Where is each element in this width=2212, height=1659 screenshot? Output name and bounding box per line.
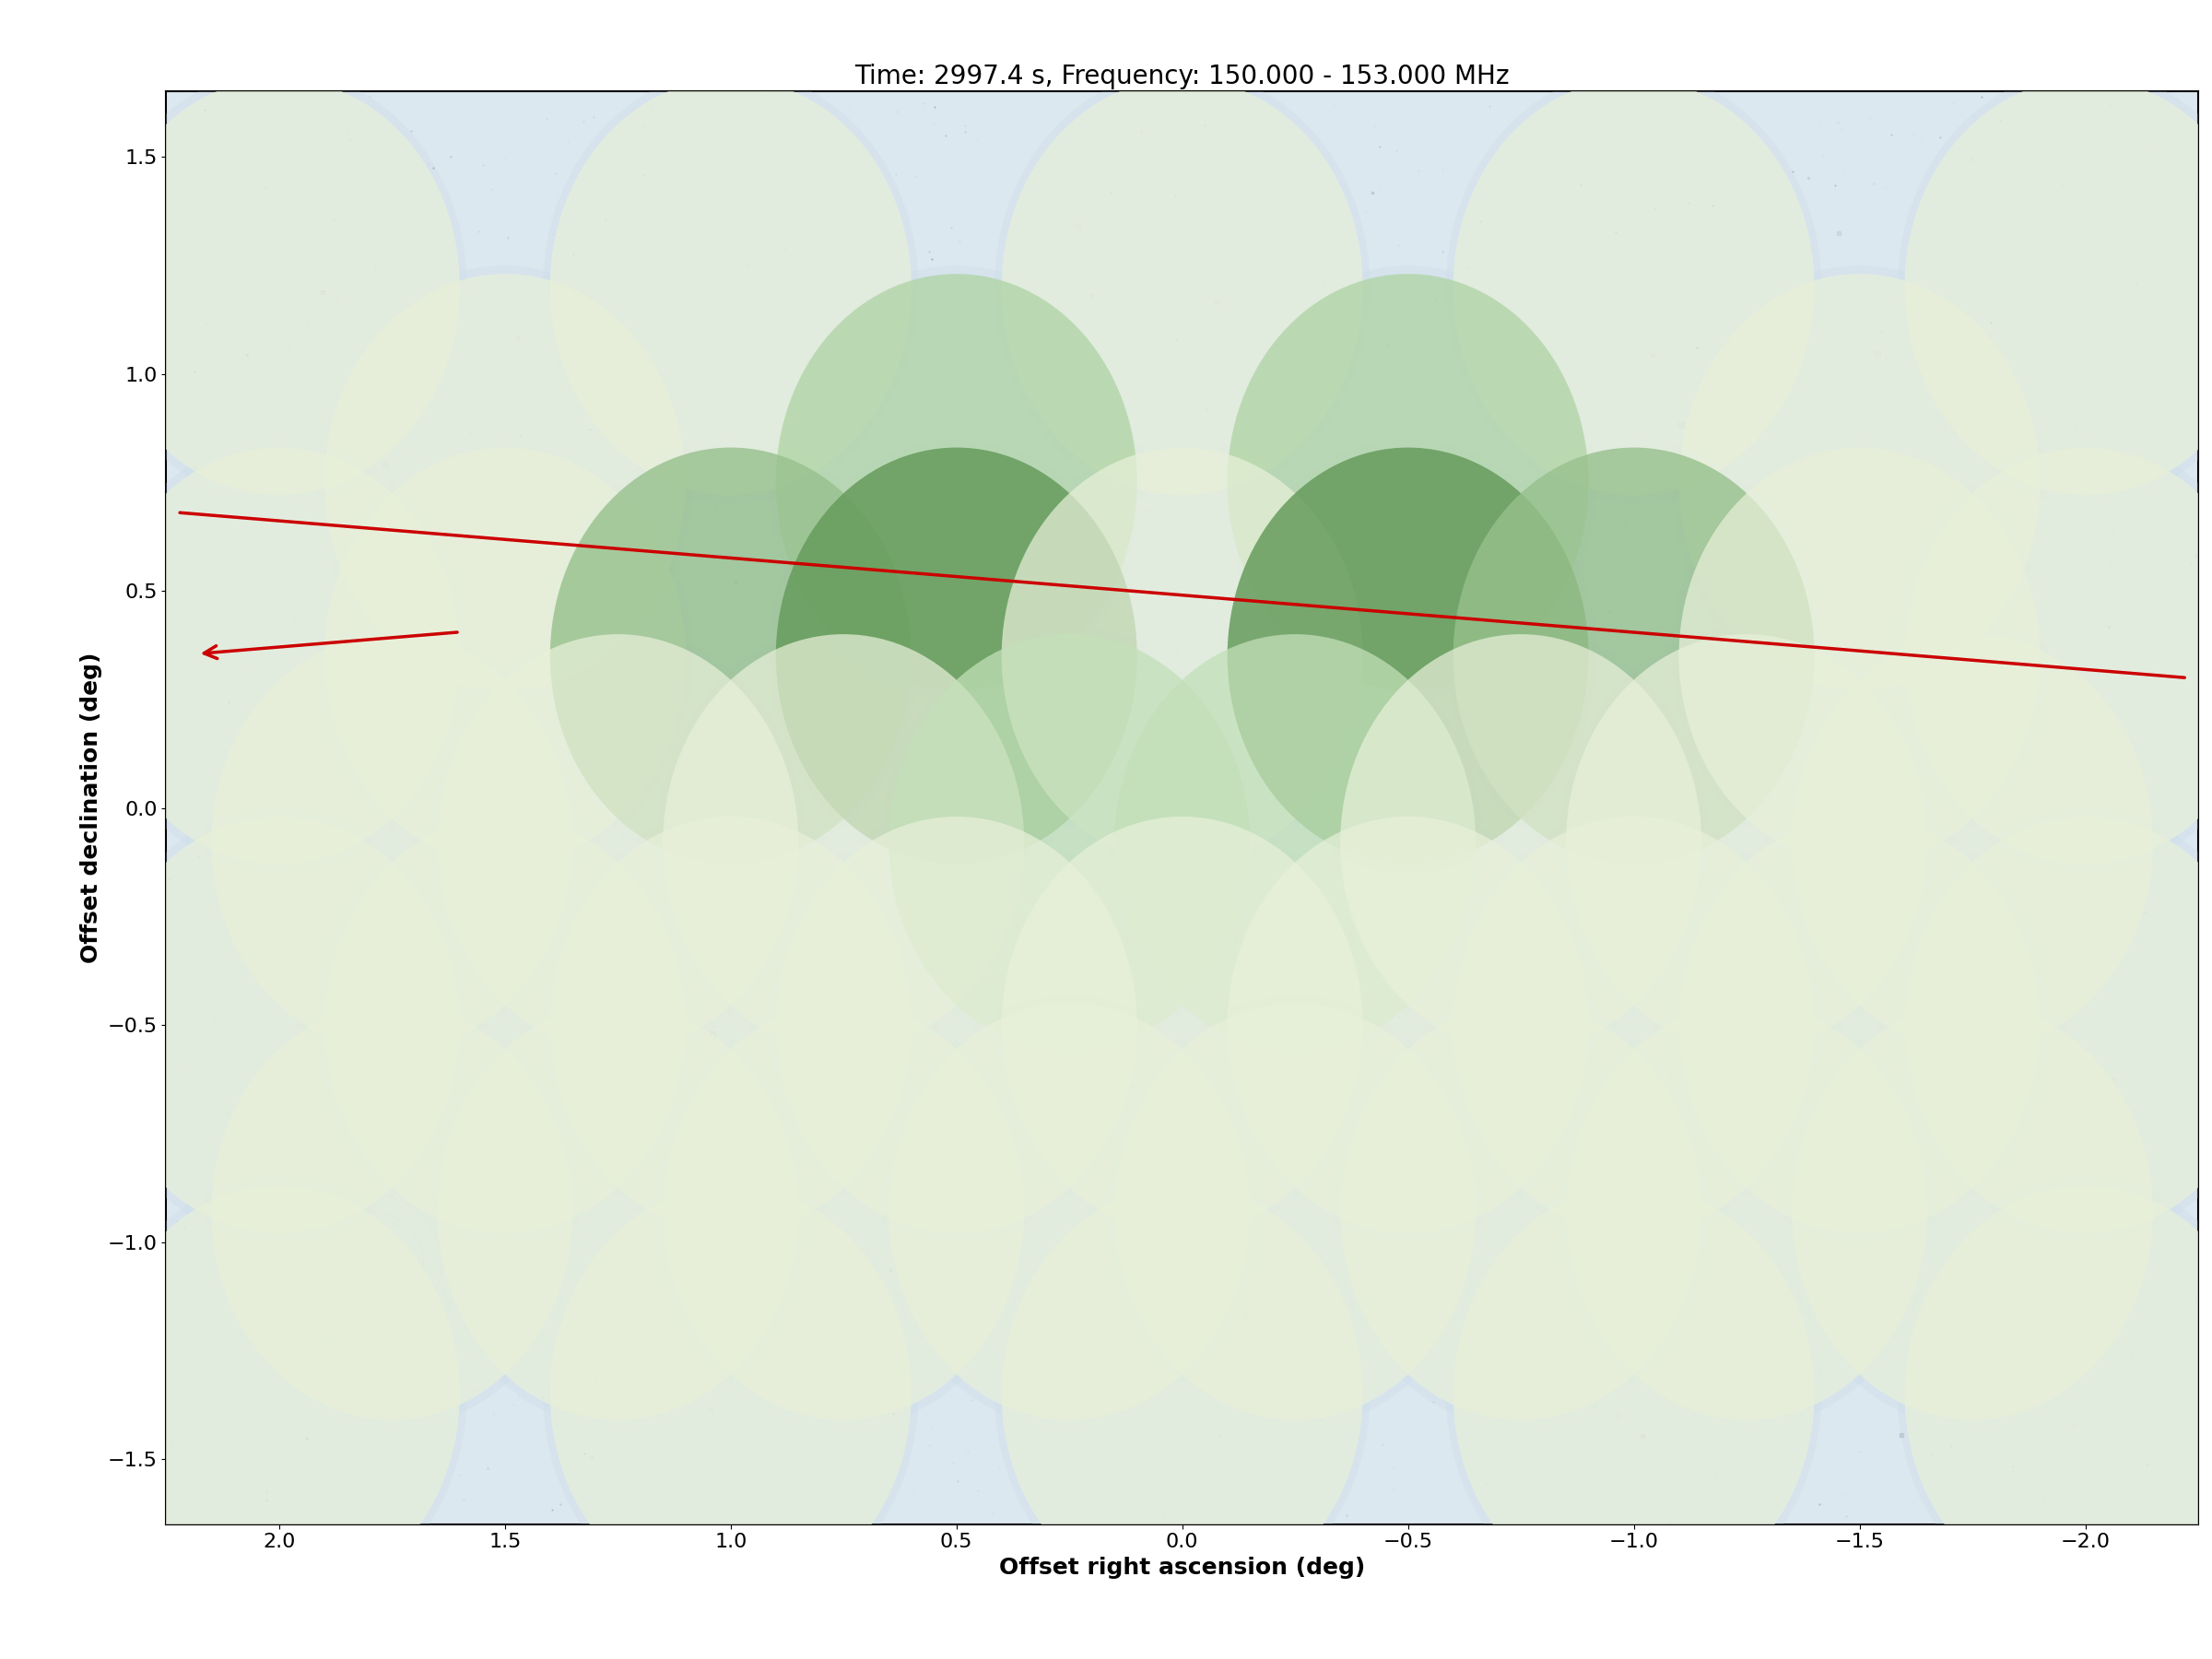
Ellipse shape [1679,816,2039,1233]
Ellipse shape [1108,625,1482,1060]
Ellipse shape [1340,1004,1701,1420]
Ellipse shape [100,78,460,496]
Ellipse shape [1447,1178,1823,1611]
Title: Time: 2997.4 s, Frequency: 150.000 - 153.000 MHz: Time: 2997.4 s, Frequency: 150.000 - 153… [854,63,1511,90]
X-axis label: Offset right ascension (deg): Offset right ascension (deg) [1000,1556,1365,1579]
Ellipse shape [1447,440,1823,873]
Ellipse shape [776,448,1137,864]
Ellipse shape [995,1178,1369,1611]
Ellipse shape [1559,625,1936,1060]
Ellipse shape [91,70,467,504]
Ellipse shape [655,995,1031,1428]
Ellipse shape [551,78,911,496]
Ellipse shape [1679,274,2039,690]
Ellipse shape [429,625,805,1060]
Ellipse shape [204,625,580,1060]
Ellipse shape [768,265,1144,698]
Ellipse shape [1905,816,2212,1233]
Ellipse shape [91,1178,467,1611]
Ellipse shape [1898,1178,2212,1611]
Ellipse shape [768,440,1144,873]
Ellipse shape [1115,1004,1475,1420]
Ellipse shape [91,440,467,873]
Ellipse shape [1453,1186,1814,1603]
Ellipse shape [204,995,580,1428]
Ellipse shape [1002,1186,1363,1603]
Ellipse shape [1453,448,1814,864]
Ellipse shape [1228,816,1588,1233]
Ellipse shape [768,808,1144,1241]
Ellipse shape [1228,274,1588,690]
Ellipse shape [1002,448,1363,864]
Ellipse shape [1672,265,2048,698]
Ellipse shape [1785,625,2161,1060]
Ellipse shape [212,634,573,1052]
Ellipse shape [1447,808,1823,1241]
Ellipse shape [1453,816,1814,1233]
Ellipse shape [1334,995,1708,1428]
Ellipse shape [1115,634,1475,1052]
Ellipse shape [551,448,911,864]
Ellipse shape [1792,634,2152,1052]
Ellipse shape [316,440,692,873]
Ellipse shape [100,1186,460,1603]
Ellipse shape [664,634,1024,1052]
Ellipse shape [1672,440,2048,873]
Ellipse shape [1905,1186,2212,1603]
Ellipse shape [1559,995,1936,1428]
Ellipse shape [100,448,460,864]
Ellipse shape [1566,1004,1927,1420]
Ellipse shape [883,995,1256,1428]
Ellipse shape [325,816,686,1233]
Ellipse shape [1221,265,1595,698]
Ellipse shape [1898,70,2212,504]
Ellipse shape [100,816,460,1233]
Ellipse shape [542,1178,918,1611]
Ellipse shape [551,816,911,1233]
Ellipse shape [542,808,918,1241]
Ellipse shape [325,274,686,690]
Ellipse shape [316,265,692,698]
Ellipse shape [1792,1004,2152,1420]
Ellipse shape [889,1004,1250,1420]
Ellipse shape [325,448,686,864]
Ellipse shape [316,808,692,1241]
Ellipse shape [1785,995,2161,1428]
Ellipse shape [542,70,918,504]
Ellipse shape [1334,625,1708,1060]
Ellipse shape [1898,808,2212,1241]
Ellipse shape [883,625,1256,1060]
Ellipse shape [91,808,467,1241]
Ellipse shape [1905,448,2212,864]
Ellipse shape [1566,634,1927,1052]
Ellipse shape [995,808,1369,1241]
Ellipse shape [664,1004,1024,1420]
Ellipse shape [1447,70,1823,504]
Ellipse shape [1221,440,1595,873]
Ellipse shape [776,274,1137,690]
Ellipse shape [1340,634,1701,1052]
Ellipse shape [1679,448,2039,864]
Ellipse shape [776,816,1137,1233]
Ellipse shape [1672,808,2048,1241]
Ellipse shape [1898,440,2212,873]
Ellipse shape [655,625,1031,1060]
Ellipse shape [551,1186,911,1603]
Ellipse shape [438,1004,799,1420]
Ellipse shape [889,634,1250,1052]
Ellipse shape [212,1004,573,1420]
Ellipse shape [1002,816,1363,1233]
Ellipse shape [438,634,799,1052]
Ellipse shape [542,440,918,873]
Ellipse shape [995,70,1369,504]
Ellipse shape [1221,808,1595,1241]
Ellipse shape [995,440,1369,873]
Ellipse shape [429,995,805,1428]
Ellipse shape [1453,78,1814,496]
Ellipse shape [1108,995,1482,1428]
Y-axis label: Offset declination (deg): Offset declination (deg) [80,652,102,964]
Ellipse shape [1002,78,1363,496]
Ellipse shape [1228,448,1588,864]
Ellipse shape [1905,78,2212,496]
